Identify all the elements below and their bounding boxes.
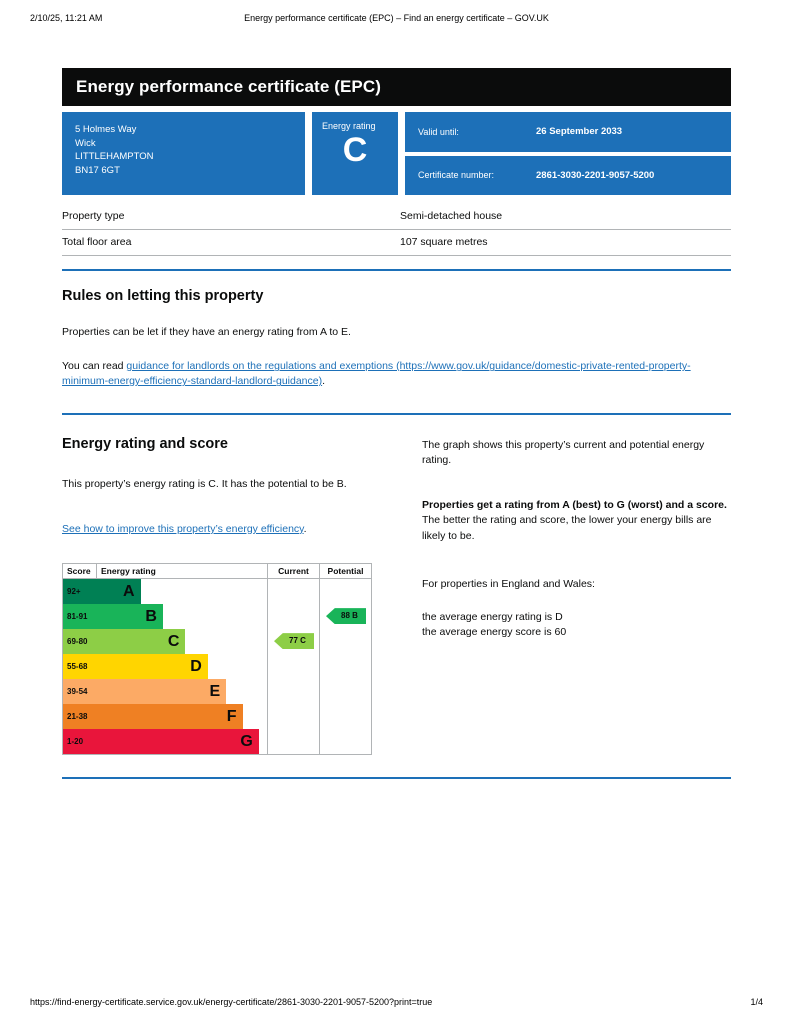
certificate-number-label: Certificate number: [418,170,495,181]
band-letter: C [167,632,180,650]
rating-band-row: 55-68 D [63,654,267,680]
rating-explanation-bold: Properties get a rating from A (best) to… [422,499,727,512]
band-letter: G [240,732,253,750]
rating-section: Energy rating and score This property’s … [62,435,731,756]
address-box: 5 Holmes Way Wick LITTLEHAMPTON BN17 6GT [62,112,305,195]
property-fact-row: Total floor area 107 square metres [62,230,731,256]
energy-rating-box: Energy rating C [312,112,398,195]
band-score: 21-38 [67,712,88,722]
chart-bands: 92+ A 81-91 B 69-80 C 55-68 D 39-54 E 21-38 F 1-20 G [63,579,267,755]
chart-header: Score Energy rating Current Potential [63,564,371,580]
chart-col-potential: Potential [319,564,371,579]
property-fact-row: Property type Semi-detached house [62,204,731,230]
page-title: Energy performance certificate (EPC) [76,77,381,96]
certificate-summary: 5 Holmes Way Wick LITTLEHAMPTON BN17 6GT En… [62,112,731,195]
chart-current-col: 77 C [267,579,319,755]
property-facts: Property type Semi-detached house Total fl… [62,204,731,256]
valid-until-label: Valid until: [418,126,459,137]
band-letter: F [226,707,237,725]
chart-col-score: Score [63,564,97,579]
property-fact-value: 107 square metres [400,236,488,248]
rating-explanation: Properties get a rating from A (best) to… [422,498,730,544]
rating-band-a: 92+ A [63,579,141,605]
band-score: 55-68 [67,662,88,672]
section-divider [62,412,731,415]
energy-rating-value: C [342,131,368,169]
property-fact-label: Total floor area [62,236,132,248]
page-title-banner: Energy performance certificate (EPC) [62,68,731,106]
rating-band-row: 92+ A [63,579,267,605]
property-fact-label: Property type [62,210,125,222]
potential-rating-marker: 88 B [326,608,366,625]
rating-section-right: The graph shows this property’s current … [422,436,730,755]
guidance-paragraph: You can read guidance for landlords on t… [62,359,731,389]
average-rating: the average energy rating is D [422,610,563,623]
summary-right-stack: Valid until: 26 September 2033 Certifica… [405,112,731,195]
band-letter: D [190,657,202,675]
improve-efficiency-link[interactable]: See how to improve this property’s energ… [62,522,304,535]
chart-col-current: Current [267,564,319,579]
rating-explanation-rest: The better the rating and score, the low… [422,514,712,542]
print-url: https://find-energy-certificate.service.… [30,997,433,1007]
address-line: BN17 6GT [75,164,120,176]
band-score: 69-80 [67,637,88,647]
print-page-number: 1/4 [750,997,763,1007]
guidance-prefix: You can read [62,360,127,373]
chart-body: 92+ A 81-91 B 69-80 C 55-68 D 39-54 E 21-38 F 1-20 G … [63,579,371,755]
improve-paragraph: See how to improve this property’s energ… [62,522,372,537]
property-fact-value: Semi-detached house [400,210,503,222]
rating-band-row: 39-54 E [63,679,267,705]
band-score: 81-91 [67,612,88,622]
rating-band-f: 21-38 F [63,704,243,730]
rules-paragraph: Properties can be let if they have an en… [62,326,351,338]
rating-band-row: 69-80 C [63,629,267,655]
rating-band-b: 81-91 B [63,604,163,630]
page-content: Energy performance certificate (EPC) 5 H… [62,68,731,780]
improve-suffix: . [303,522,307,535]
rating-band-row: 1-20 G [63,729,267,755]
england-wales-intro: For properties in England and Wales: [422,577,595,590]
current-rating-marker: 77 C [274,633,314,650]
rating-band-e: 39-54 E [63,679,227,705]
band-score: 39-54 [67,687,88,697]
section-divider [62,777,731,780]
print-page-title: Energy performance certificate (EPC) – F… [244,13,549,23]
browser-print-footer: https://find-energy-certificate.service.… [30,997,763,1007]
rating-section-left: Energy rating and score This property’s … [62,435,372,756]
rating-band-d: 55-68 D [63,654,208,680]
band-score: 92+ [67,587,81,597]
rating-band-row: 21-38 F [63,704,267,730]
certificate-number-value: 2861-3030-2201-9057-5200 [536,169,655,181]
energy-rating-chart: Score Energy rating Current Potential 92… [62,563,372,756]
band-score: 1-20 [67,737,84,747]
chart-col-rating: Energy rating [101,566,156,577]
band-letter: B [145,607,157,625]
guidance-suffix: . [322,375,326,388]
landlord-guidance-link[interactable]: guidance for landlords on the regulation… [62,360,691,388]
valid-until-box: Valid until: 26 September 2033 [405,112,731,152]
rating-summary-paragraph: This property’s energy rating is C. It h… [62,477,347,490]
band-letter: A [122,582,135,600]
averages: the average energy rating is D the averag… [422,610,730,640]
energy-rating-label: Energy rating [322,121,376,131]
band-letter: E [209,682,221,700]
certificate-number-box: Certificate number: 2861-3030-2201-9057-… [405,155,731,195]
rating-band-row: 81-91 B [63,604,267,630]
address-line: 5 Holmes Way [75,124,137,135]
valid-until-value: 26 September 2033 [536,126,623,138]
chart-potential-col: 88 B [319,579,371,755]
graph-description: The graph shows this property’s current … [422,438,705,466]
address-line: LITTLEHAMPTON [75,151,154,162]
rating-band-c: 69-80 C [63,629,186,655]
average-score: the average energy score is 60 [422,626,567,639]
rating-band-g: 1-20 G [63,729,259,755]
print-datetime: 2/10/25, 11:21 AM [30,13,103,23]
rules-heading: Rules on letting this property [62,288,264,304]
address-line: Wick [75,137,96,149]
rating-heading: Energy rating and score [62,435,228,452]
browser-print-header: 2/10/25, 11:21 AM Energy performance cer… [30,13,763,23]
section-divider [62,269,731,271]
